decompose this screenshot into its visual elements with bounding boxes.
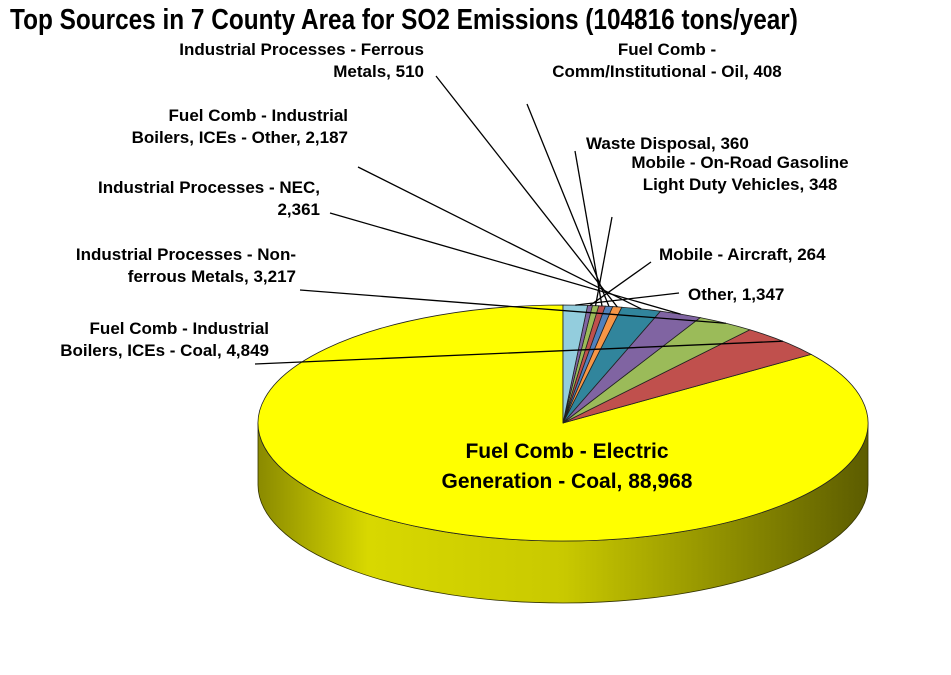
leader-line-industrial-processes-non-ferrous-metals — [299, 289, 726, 324]
leader-line-other — [575, 292, 680, 306]
pie-labels: Fuel Comb - Electric Generation - Coal, 8… — [60, 40, 848, 493]
slice-label-industrial-processes-nec: Industrial Processes - NEC, 2,361 — [98, 178, 320, 219]
chart-title: Top Sources in 7 County Area for SO2 Emi… — [10, 4, 798, 36]
slice-label-fuel-comb-industrial-boilers-ices-other: Fuel Comb - Industrial Boilers, ICEs - Ot… — [132, 106, 348, 147]
leader-line-industrial-processes-ferrous-metals — [435, 75, 618, 308]
pie-slices — [257, 304, 869, 542]
slice-label-industrial-processes-non-ferrous-metals: Industrial Processes - Non-ferrous Metal… — [76, 245, 296, 286]
leader-line-fuel-comb-industrial-boilers-ices-other — [357, 166, 642, 310]
slice-label-fuel-comb-electric-generation-coal: Fuel Comb - Electric Generation - Coal, 8… — [442, 440, 693, 493]
slice-label-fuel-comb-industrial-boilers-ices-coal: Fuel Comb - Industrial Boilers, ICEs - Co… — [60, 319, 269, 360]
slice-label-waste-disposal: Waste Disposal, 360 — [586, 134, 749, 153]
slice-label-mobile-aircraft: Mobile - Aircraft, 264 — [659, 245, 826, 264]
slice-label-industrial-processes-ferrous-metals: Industrial Processes - Ferrous Metals, 51… — [179, 40, 424, 81]
pie-slice-other — [562, 304, 589, 424]
leader-line-mobile-aircraft — [589, 261, 652, 306]
leader-line-industrial-processes-nec — [329, 212, 681, 315]
slice-label-mobile-on-road-gasoline-light-duty-vehicles: Mobile - On-Road Gasoline Light Duty Vehi… — [631, 153, 848, 194]
leader-line-fuel-comb-industrial-boilers-ices-coal — [254, 340, 783, 365]
leader-line-fuel-comb-comm-institutional-oil — [526, 103, 610, 307]
slice-label-fuel-comb-comm-institutional-oil: Fuel Comb -Comm/Institutional - Oil, 408 — [552, 40, 782, 81]
leader-line-mobile-on-road-gasoline-light-duty-vehicles — [594, 216, 613, 306]
pie-leader-lines — [254, 75, 783, 365]
leader-line-waste-disposal — [574, 150, 603, 307]
slice-label-other: Other, 1,347 — [688, 285, 784, 304]
